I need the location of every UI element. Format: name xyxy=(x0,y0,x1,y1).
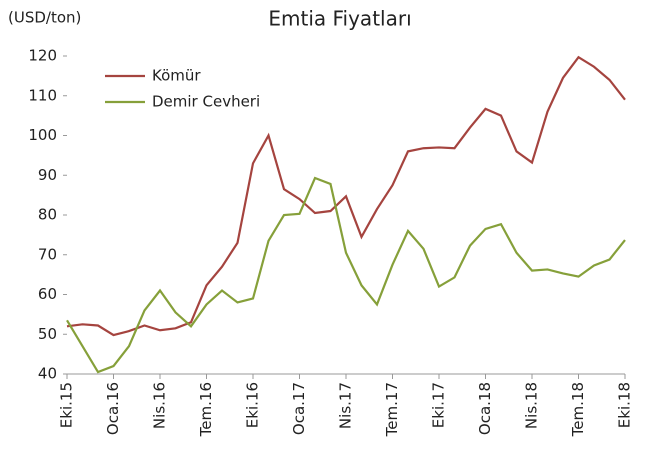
x-tick-label: Oca.18 xyxy=(476,382,494,435)
legend-label: Kömür xyxy=(152,67,201,85)
series-line xyxy=(66,176,626,374)
x-tick-label: Nis.17 xyxy=(337,382,355,429)
x-tick-label: Tem.16 xyxy=(197,382,215,437)
x-tick-label: Nis.18 xyxy=(523,382,541,429)
y-tick-label: 90 xyxy=(38,166,57,184)
x-tick-label: Eki.17 xyxy=(430,382,448,428)
x-tick-label: Oca.17 xyxy=(290,382,308,435)
y-tick-label: 110 xyxy=(28,86,57,104)
series-line xyxy=(66,55,626,337)
y-tick-label: 60 xyxy=(38,285,57,303)
y-axis-label: (USD/ton) xyxy=(8,9,81,27)
x-tick-label: Eki.18 xyxy=(616,382,634,428)
y-tick-label: 70 xyxy=(38,245,57,263)
y-tick-label: 50 xyxy=(38,325,57,343)
x-tick-label: Oca.16 xyxy=(104,382,122,435)
x-tick-label: Tem.17 xyxy=(383,382,401,437)
y-tick-label: 80 xyxy=(38,206,57,224)
x-tick-label: Nis.16 xyxy=(151,382,169,429)
chart-title: Emtia Fiyatları xyxy=(268,7,411,31)
y-tick-label: 120 xyxy=(28,47,57,65)
x-tick-label: Eki.16 xyxy=(244,382,262,428)
y-tick-label: 100 xyxy=(28,126,57,144)
y-tick-label: 40 xyxy=(38,365,57,383)
x-tick-label: Eki.15 xyxy=(58,382,76,428)
x-tick-label: Tem.18 xyxy=(569,382,587,437)
legend-label: Demir Cevheri xyxy=(152,93,260,111)
